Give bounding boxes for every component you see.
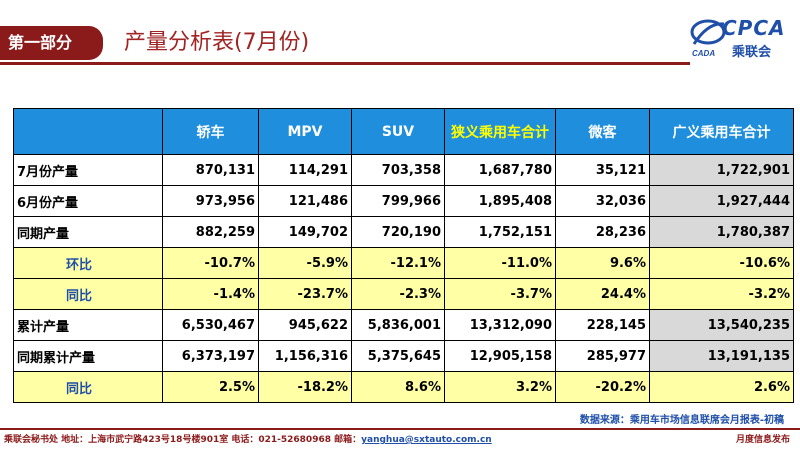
footer-divider — [0, 428, 800, 430]
logo-text: CPCA — [722, 16, 786, 40]
section-label: 第一部分 — [0, 26, 103, 60]
footer-contact-text: 乘联会秘书处 地址：上海市武宁路423号18号楼901室 电话：021-5268… — [4, 435, 362, 445]
table-row: 7月份产量 870,131 114,291 703,358 1,687,780 … — [13, 154, 794, 186]
cpca-logo: CADA CPCA 乘联会 — [688, 14, 796, 60]
column-header: 轿车 — [162, 108, 259, 155]
row-label: 同比 — [13, 371, 163, 403]
production-table: 轿车 MPV SUV 狭义乘用车合计 微客 广义乘用车合计 7月份产量 870,… — [13, 108, 794, 403]
table-cell: 8.6% — [351, 371, 445, 403]
row-label: 7月份产量 — [13, 154, 163, 186]
row-label: 同期累计产量 — [13, 340, 163, 372]
table-cell: 35,121 — [555, 154, 650, 186]
row-label: 累计产量 — [13, 309, 163, 341]
row-label: 环比 — [13, 247, 163, 279]
table-cell: -23.7% — [258, 278, 352, 310]
table-cell: 5,836,001 — [351, 309, 445, 341]
table-cell: 13,191,135 — [649, 340, 794, 372]
table-cell: 6,373,197 — [162, 340, 259, 372]
column-header: MPV — [258, 108, 352, 155]
table-cell: 121,486 — [258, 185, 352, 217]
table-cell: -10.7% — [162, 247, 259, 279]
page-title: 产量分析表(7月份) — [124, 30, 310, 55]
table-cell: 13,312,090 — [444, 309, 556, 341]
table-cell: 1,895,408 — [444, 185, 556, 217]
table-cell: 1,722,901 — [649, 154, 794, 186]
table-cell: 285,977 — [555, 340, 650, 372]
data-source-note: 数据来源：乘用车市场信息联席会月报表-初稿 — [579, 415, 784, 426]
table-row: 同期累计产量 6,373,197 1,156,316 5,375,645 12,… — [13, 340, 794, 372]
table-cell: 973,956 — [162, 185, 259, 217]
table-row: 同比 -1.4% -23.7% -2.3% -3.7% 24.4% -3.2% — [13, 278, 794, 310]
table-row: 环比 -10.7% -5.9% -12.1% -11.0% 9.6% -10.6… — [13, 247, 794, 279]
table-cell: 2.6% — [649, 371, 794, 403]
row-label: 同期产量 — [13, 216, 163, 248]
table-row: 6月份产量 973,956 121,486 799,966 1,895,408 … — [13, 185, 794, 217]
table-cell: 6,530,467 — [162, 309, 259, 341]
footer-publication: 月度信息发布 — [735, 435, 790, 445]
row-label: 6月份产量 — [13, 185, 163, 217]
column-header: SUV — [351, 108, 445, 155]
table-cell: -18.2% — [258, 371, 352, 403]
table-cell: 9.6% — [555, 247, 650, 279]
row-label: 同比 — [13, 278, 163, 310]
table-cell: 12,905,158 — [444, 340, 556, 372]
table-cell: 5,375,645 — [351, 340, 445, 372]
table-cell: 114,291 — [258, 154, 352, 186]
cpca-emblem-icon: CADA — [690, 19, 726, 58]
table-cell: -10.6% — [649, 247, 794, 279]
logo-mark-text: CADA — [692, 49, 715, 58]
table-cell: 3.2% — [444, 371, 556, 403]
title-divider — [0, 62, 690, 65]
table-row: 累计产量 6,530,467 945,622 5,836,001 13,312,… — [13, 309, 794, 341]
table-cell: 32,036 — [555, 185, 650, 217]
table-cell: -20.2% — [555, 371, 650, 403]
table-cell: 1,752,151 — [444, 216, 556, 248]
table-header-row: 轿车 MPV SUV 狭义乘用车合计 微客 广义乘用车合计 — [13, 108, 794, 155]
table-cell: -2.3% — [351, 278, 445, 310]
table-cell: 703,358 — [351, 154, 445, 186]
table-cell: 945,622 — [258, 309, 352, 341]
table-cell: 13,540,235 — [649, 309, 794, 341]
column-header: 狭义乘用车合计 — [444, 108, 556, 155]
table-cell: 882,259 — [162, 216, 259, 248]
table-cell: 28,236 — [555, 216, 650, 248]
logo-subtext: 乘联会 — [732, 45, 772, 60]
table-cell: 1,156,316 — [258, 340, 352, 372]
table-row: 同比 2.5% -18.2% 8.6% 3.2% -20.2% 2.6% — [13, 371, 794, 403]
table-cell: -3.7% — [444, 278, 556, 310]
table-cell: 720,190 — [351, 216, 445, 248]
column-header: 微客 — [555, 108, 650, 155]
table-row: 同期产量 882,259 149,702 720,190 1,752,151 2… — [13, 216, 794, 248]
table-cell: 228,145 — [555, 309, 650, 341]
column-header: 广义乘用车合计 — [649, 108, 794, 155]
table-cell: 2.5% — [162, 371, 259, 403]
table-cell: -12.1% — [351, 247, 445, 279]
table-cell: -5.9% — [258, 247, 352, 279]
footer-email-link[interactable]: yanghua@sxtauto.com.cn — [361, 435, 492, 445]
footer-contact: 乘联会秘书处 地址：上海市武宁路423号18号楼901室 电话：021-5268… — [4, 432, 492, 445]
table-cell: 1,780,387 — [649, 216, 794, 248]
table-cell: 870,131 — [162, 154, 259, 186]
table-cell: -3.2% — [649, 278, 794, 310]
table-cell: 1,687,780 — [444, 154, 556, 186]
table-cell: 799,966 — [351, 185, 445, 217]
table-cell: -1.4% — [162, 278, 259, 310]
table-cell: -11.0% — [444, 247, 556, 279]
table-cell: 149,702 — [258, 216, 352, 248]
table-cell: 1,927,444 — [649, 185, 794, 217]
table-cell: 24.4% — [555, 278, 650, 310]
column-header — [13, 108, 163, 155]
